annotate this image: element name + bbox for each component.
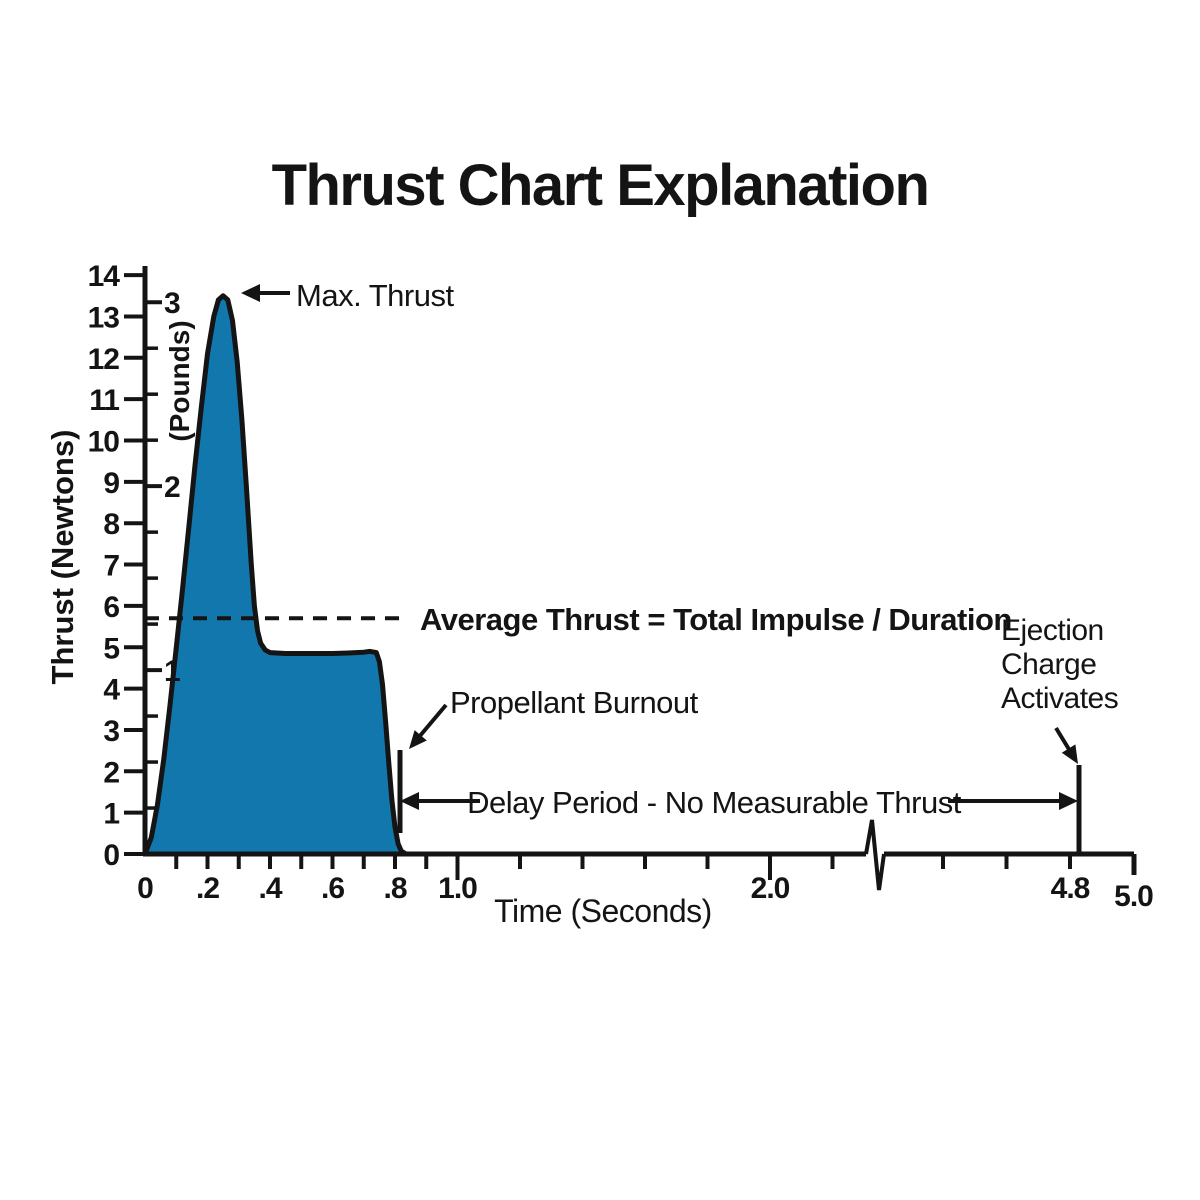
newtons-tick-label: 7 (103, 550, 119, 583)
time-tick-label: .8 (383, 872, 406, 905)
time-tick-label: 5.0 (1114, 880, 1153, 913)
marker-layer (241, 284, 1082, 852)
pounds-tick-label: 3 (164, 287, 180, 320)
newtons-tick-label: 9 (103, 467, 119, 500)
newtons-tick-label: 14 (88, 260, 121, 293)
time-tick-label: 4.8 (1051, 872, 1090, 905)
newtons-tick-label: 3 (103, 715, 119, 748)
newtons-tick-label: 10 (88, 426, 120, 459)
pounds-tick-label: 2 (164, 471, 180, 504)
newtons-tick-label: 11 (89, 384, 119, 417)
x-axis-break-mark (864, 819, 886, 891)
ejection-charge-label: Ejection Charge Activates (1001, 614, 1119, 715)
average-thrust-label: Average Thrust = Total Impulse / Duratio… (420, 602, 1012, 637)
time-tick-label: 1.0 (438, 872, 477, 905)
time-tick-label: 0 (137, 872, 153, 905)
y-axis-title-pounds: (Pounds) (164, 320, 195, 442)
y-axis-title-newtons: Thrust (Newtons) (45, 429, 80, 685)
newtons-tick-label: 2 (103, 756, 119, 789)
time-tick-label: .4 (258, 872, 282, 905)
time-tick-label: 2.0 (751, 872, 790, 905)
time-tick-label: .2 (196, 872, 219, 905)
propellant-burnout-label: Propellant Burnout (450, 685, 698, 720)
thrust-curve (142, 293, 409, 857)
newtons-tick-label: 12 (88, 343, 120, 376)
newtons-tick-label: 5 (103, 632, 119, 665)
chart-title: Thrust Chart Explanation (271, 153, 930, 218)
newtons-tick-label: 1 (103, 798, 119, 831)
delay-arrow (400, 792, 1078, 810)
newtons-tick-label: 0 (103, 839, 119, 872)
time-tick-label: .6 (321, 872, 344, 905)
thrust-curve-layer (142, 293, 409, 857)
delay-period-label: Delay Period - No Measurable Thrust (467, 785, 961, 820)
pounds-tick-label: 1 (164, 655, 180, 688)
max-thrust-arrow (241, 284, 290, 302)
ejection-charge-arrow (1054, 726, 1078, 764)
newtons-tick-label: 8 (103, 508, 119, 541)
newtons-tick-label: 13 (88, 301, 120, 334)
max-thrust-label: Max. Thrust (296, 278, 454, 313)
x-axis-title: Time (Seconds) (494, 893, 712, 929)
propellant-burnout-arrow (409, 703, 448, 749)
newtons-tick-label: 6 (103, 591, 119, 624)
newtons-tick-label: 4 (103, 674, 120, 707)
